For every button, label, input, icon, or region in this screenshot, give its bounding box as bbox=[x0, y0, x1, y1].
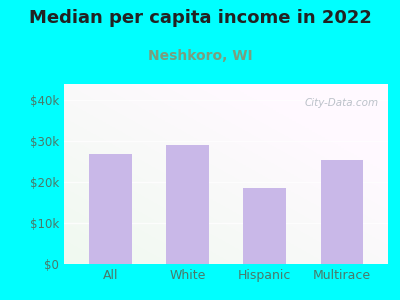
Text: City-Data.com: City-Data.com bbox=[304, 98, 378, 108]
Bar bbox=[243, 188, 286, 264]
Bar bbox=[320, 160, 363, 264]
Text: Median per capita income in 2022: Median per capita income in 2022 bbox=[28, 9, 372, 27]
Bar bbox=[166, 146, 209, 264]
Text: Neshkoro, WI: Neshkoro, WI bbox=[148, 50, 252, 64]
Bar bbox=[89, 154, 132, 264]
